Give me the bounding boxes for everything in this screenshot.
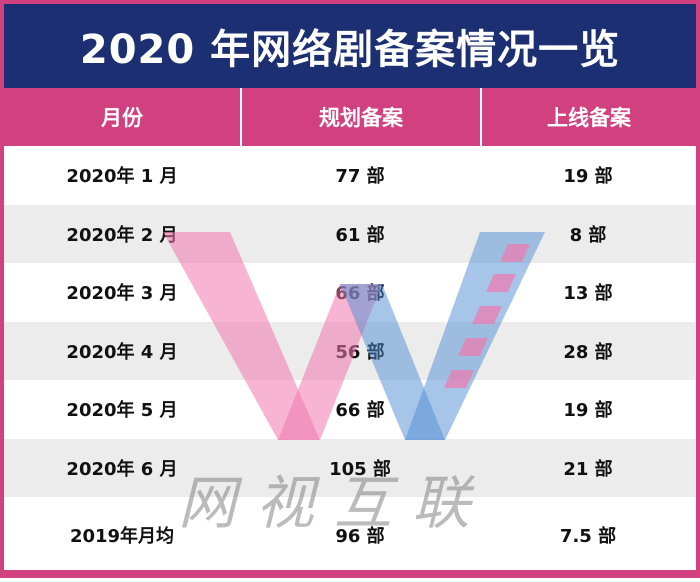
page-title: 2020 年网络剧备案情况一览 <box>79 27 621 73</box>
table-row: 2020年 3 月 66 部 13 部 <box>4 263 696 322</box>
table-row: 2020年 4 月 56 部 28 部 <box>4 321 696 380</box>
bottom-border <box>4 570 696 574</box>
cell-planned: 56 部 <box>335 341 385 363</box>
table-row: 2019年月均 96 部 7.5 部 <box>4 497 696 572</box>
table-header: 月份 规划备案 上线备案 <box>4 88 696 146</box>
cell-planned: 96 部 <box>335 525 385 547</box>
header-planned: 规划备案 <box>240 88 480 146</box>
table-row: 2020年 2 月 61 部 8 部 <box>4 204 696 263</box>
cell-planned: 61 部 <box>335 224 385 246</box>
cell-planned: 105 部 <box>329 458 391 480</box>
cell-online: 19 部 <box>563 166 613 188</box>
cell-online: 28 部 <box>563 341 613 363</box>
cell-planned: 66 部 <box>335 283 385 305</box>
cell-month: 2020年 6 月 <box>66 458 178 480</box>
cell-online: 19 部 <box>563 400 613 422</box>
cell-month: 2020年 3 月 <box>66 283 178 305</box>
table-body: 2020年 1 月 77 部 19 部 2020年 2 月 61 部 8 部 2… <box>4 146 696 572</box>
cell-planned: 66 部 <box>335 400 385 422</box>
table-row: 2020年 1 月 77 部 19 部 <box>4 146 696 205</box>
table-row: 2020年 5 月 66 部 19 部 <box>4 380 696 439</box>
cell-month: 2020年 1 月 <box>66 166 178 188</box>
cell-planned: 77 部 <box>335 166 385 188</box>
cell-month: 2020年 2 月 <box>66 224 178 246</box>
cell-month: 2019年月均 <box>69 525 175 547</box>
cell-month: 2020年 5 月 <box>66 400 178 422</box>
cell-online: 7.5 部 <box>559 525 617 547</box>
header-online: 上线备案 <box>480 88 696 146</box>
cell-online: 21 部 <box>563 458 613 480</box>
cell-month: 2020年 4 月 <box>66 341 178 363</box>
table-row: 2020年 6 月 105 部 21 部 <box>4 438 696 497</box>
cell-online: 13 部 <box>563 283 613 305</box>
header-month: 月份 <box>101 106 143 130</box>
title-banner: 2020 年网络剧备案情况一览 <box>4 4 696 88</box>
cell-online: 8 部 <box>569 224 607 246</box>
